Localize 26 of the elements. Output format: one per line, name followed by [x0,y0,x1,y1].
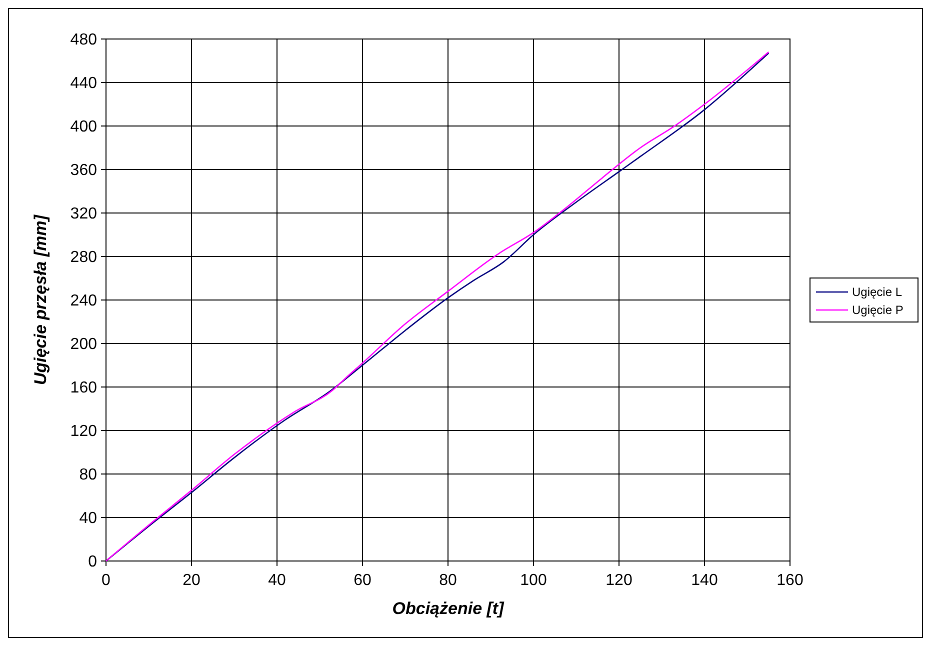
y-tick-label: 440 [70,75,98,92]
y-tick-label: 40 [79,510,98,527]
y-tick-label: 240 [70,292,98,310]
y-tick-label: 0 [88,554,98,570]
x-tick-label: 160 [776,572,804,589]
x-tick-label: 60 [354,572,372,589]
x-tick-label: 0 [102,572,111,589]
x-axis-title: Obciążenie [t] [392,599,506,618]
y-tick-label: 280 [70,249,98,266]
y-tick-label: 80 [79,466,98,484]
y-tick-label: 360 [70,162,98,179]
legend-label: Ugięcie L [852,285,902,299]
y-tick-label: 160 [70,380,98,396]
y-tick-label: 400 [70,118,98,136]
y-axis-title: Ugięcie przęsła [mm] [31,214,50,386]
y-tick-label: 120 [70,423,98,440]
x-tick-label: 140 [691,572,718,589]
x-tick-label: 100 [520,572,547,589]
y-tick-label: 200 [70,336,98,353]
y-tick-label: 480 [70,32,98,48]
legend-label: Ugięcie P [852,303,904,317]
x-tick-label: 80 [439,572,457,589]
x-tick-label: 20 [182,572,200,589]
x-tick-label: 40 [268,572,286,589]
y-tick-label: 320 [70,206,98,222]
x-tick-label: 120 [606,572,632,589]
